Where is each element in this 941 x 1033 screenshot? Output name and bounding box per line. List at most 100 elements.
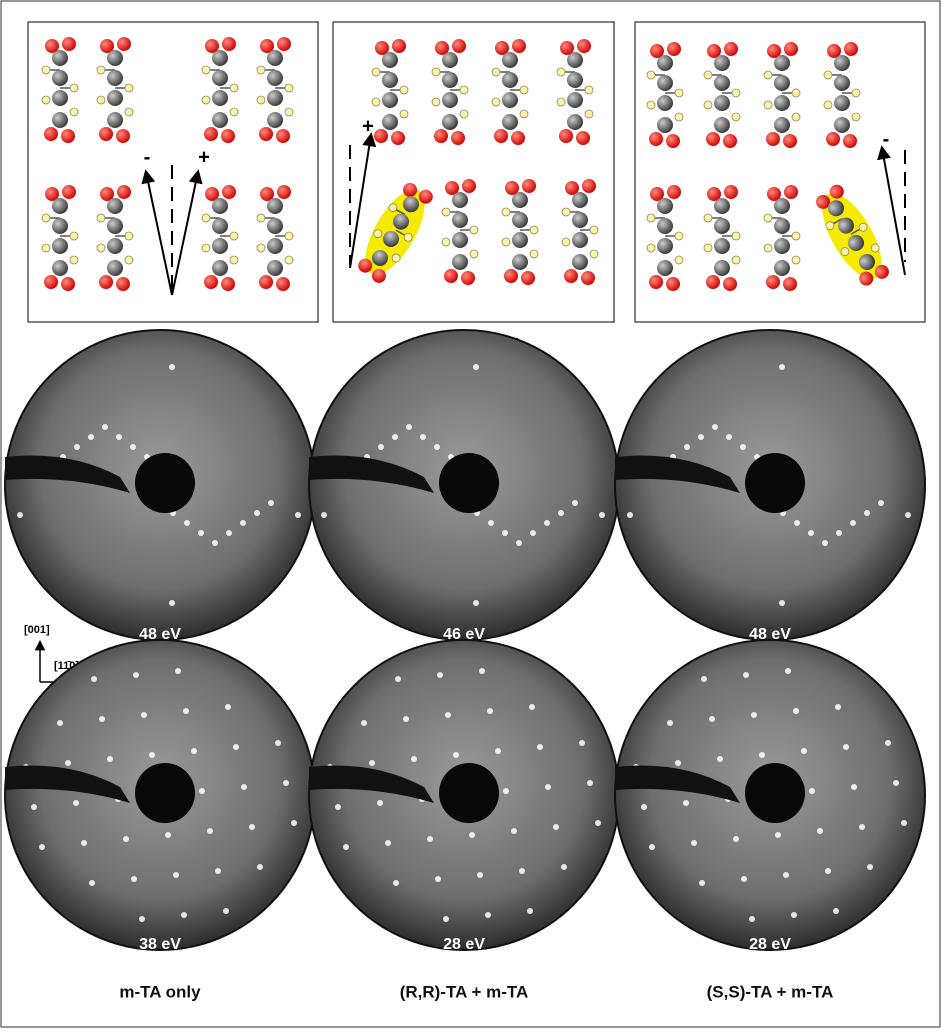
hydrogen <box>675 89 683 97</box>
hydrogen <box>42 214 50 222</box>
diffraction-spot <box>791 912 797 918</box>
molecule <box>42 185 78 291</box>
diffraction-spot <box>453 752 459 758</box>
hydrogen <box>257 214 265 222</box>
oxygen <box>494 129 508 143</box>
oxygen <box>582 179 596 193</box>
oxygen <box>451 131 465 145</box>
diffraction-spot <box>378 444 384 450</box>
diffraction-spot <box>181 912 187 918</box>
diffraction-spot <box>241 784 247 790</box>
carbon <box>212 50 228 66</box>
hydrogen <box>460 86 468 94</box>
carbon <box>107 50 123 66</box>
carbon <box>572 192 588 208</box>
diffraction-spot <box>511 828 517 834</box>
carbon <box>107 198 123 214</box>
diffraction-spot <box>395 676 401 682</box>
oxygen <box>559 129 573 143</box>
oxygen <box>576 131 590 145</box>
carbon <box>452 192 468 208</box>
hydrogen <box>125 256 133 264</box>
hydrogen <box>230 256 238 264</box>
electron-gun <box>745 763 805 823</box>
diffraction-spot <box>527 908 533 914</box>
carbon <box>452 212 468 228</box>
molecule <box>257 185 293 291</box>
oxygen <box>723 277 737 291</box>
diffraction-spot <box>123 836 129 842</box>
leed-pattern: 38 eV <box>5 640 315 953</box>
oxygen <box>44 275 58 289</box>
molecule <box>562 179 598 285</box>
hydrogen <box>97 96 105 104</box>
carbon <box>267 90 283 106</box>
diffraction-spot <box>469 832 475 838</box>
diffraction-spot <box>579 740 585 746</box>
diffraction-spot <box>435 876 441 882</box>
hydrogen <box>520 86 528 94</box>
molecule <box>808 180 896 292</box>
diffraction-spot <box>726 434 732 440</box>
hydrogen <box>372 68 380 76</box>
oxygen <box>649 132 663 146</box>
diffraction-spot <box>249 824 255 830</box>
hydrogen <box>590 250 598 258</box>
carbon <box>107 90 123 106</box>
diffraction-spot <box>809 788 815 794</box>
diffraction-spot <box>649 844 655 850</box>
diffraction-spot <box>321 512 327 518</box>
diffraction-spot <box>485 912 491 918</box>
oxygen <box>667 42 681 56</box>
carbon <box>267 218 283 234</box>
hydrogen <box>502 208 510 216</box>
diffraction-spot <box>743 672 749 678</box>
diffraction-spot <box>283 780 289 786</box>
oxygen <box>581 271 595 285</box>
molecule <box>202 37 238 143</box>
oxygen <box>62 185 76 199</box>
carbon <box>502 72 518 88</box>
carbon <box>657 95 673 111</box>
diffraction-spot <box>411 756 417 762</box>
carbon <box>267 70 283 86</box>
panel-label: (S,S)-TA + m-TA <box>707 982 834 1001</box>
diffraction-spot <box>169 364 175 370</box>
carbon <box>212 90 228 106</box>
diffraction-spot <box>801 748 807 754</box>
diffraction-spot <box>207 828 213 834</box>
figure: - + + - [001] [11̄0] SU only48 eV38 eVm-… <box>0 0 941 1028</box>
carbon <box>442 52 458 68</box>
molecule <box>647 185 683 291</box>
oxygen <box>277 185 291 199</box>
hydrogen <box>732 256 740 264</box>
diffraction-spot <box>709 716 715 722</box>
diffraction-spot <box>595 820 601 826</box>
diffraction-spot <box>107 756 113 762</box>
diffraction-spot <box>226 530 232 536</box>
diffraction-spot <box>99 716 105 722</box>
oxygen <box>577 39 591 53</box>
oxygen <box>62 37 76 51</box>
diffraction-spot <box>183 708 189 714</box>
hydrogen <box>520 110 528 118</box>
carbon <box>657 260 673 276</box>
carbon <box>774 55 790 71</box>
hydrogen <box>202 214 210 222</box>
oxygen <box>843 134 857 148</box>
hydrogen <box>562 238 570 246</box>
hydrogen <box>502 238 510 246</box>
hydrogen <box>432 68 440 76</box>
oxygen <box>117 185 131 199</box>
diffraction-spot <box>89 880 95 886</box>
diffraction-spot <box>836 530 842 536</box>
carbon <box>502 114 518 130</box>
diffraction-spot <box>149 752 155 758</box>
diffraction-spot <box>779 364 785 370</box>
oxygen <box>667 185 681 199</box>
leed-pattern: 48 eV <box>615 330 925 643</box>
diffraction-spot <box>427 836 433 842</box>
oxygen <box>259 127 273 141</box>
carbon <box>212 112 228 128</box>
oxygen <box>221 277 235 291</box>
